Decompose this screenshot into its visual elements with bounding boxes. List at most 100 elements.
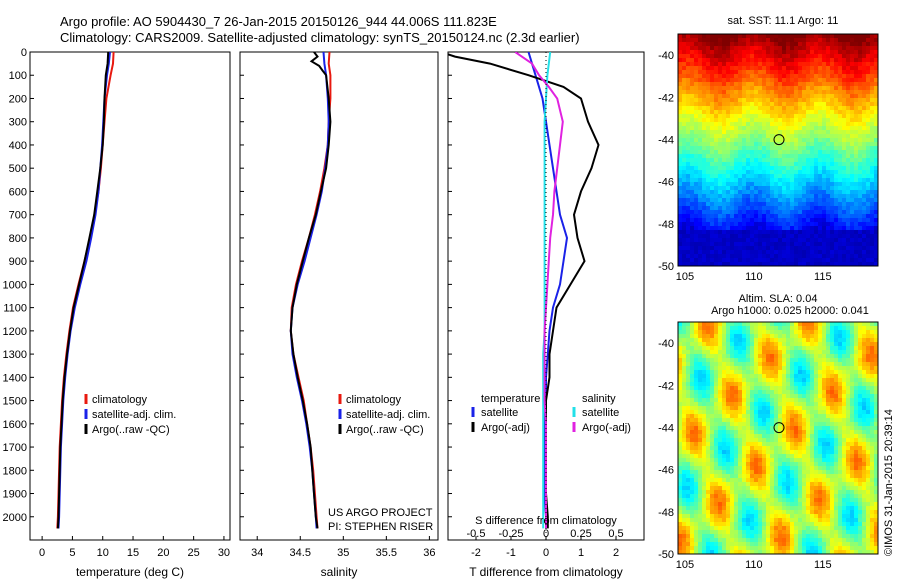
map-cell	[762, 342, 767, 347]
map-cell	[822, 86, 827, 91]
map-cell	[842, 50, 847, 55]
map-cell	[754, 390, 759, 395]
map-cell	[826, 98, 831, 103]
map-cell	[806, 410, 811, 415]
map-cell	[734, 154, 739, 159]
map-cell	[742, 186, 747, 191]
map-cell	[722, 238, 727, 243]
map-cell	[842, 218, 847, 223]
map-cell	[718, 466, 723, 471]
map-cell	[790, 382, 795, 387]
map-cell	[874, 410, 879, 415]
map-cell	[842, 334, 847, 339]
map-cell	[818, 414, 823, 419]
map-cell	[682, 206, 687, 211]
map-cell	[802, 166, 807, 171]
map-cell	[810, 346, 815, 351]
map-cell	[870, 42, 875, 47]
map-cell	[818, 146, 823, 151]
map-cell	[750, 42, 755, 47]
map-cell	[722, 198, 727, 203]
map-cell	[766, 198, 771, 203]
map-cell	[806, 362, 811, 367]
map-cell	[874, 422, 879, 427]
map-cell	[858, 430, 863, 435]
map-cell	[838, 138, 843, 143]
map-cell	[690, 370, 695, 375]
map-cell	[766, 182, 771, 187]
map-cell	[802, 438, 807, 443]
map-cell	[774, 246, 779, 251]
map-cell	[762, 42, 767, 47]
map-cell	[838, 174, 843, 179]
map-cell	[790, 470, 795, 475]
map-cell	[750, 122, 755, 127]
map-cell	[854, 74, 859, 79]
map-cell	[718, 190, 723, 195]
map-cell	[678, 170, 683, 175]
map-cell	[714, 62, 719, 67]
map-cell	[834, 78, 839, 83]
map-cell	[810, 138, 815, 143]
map-cell	[714, 66, 719, 71]
map-cell	[862, 158, 867, 163]
map-cell	[874, 66, 879, 71]
map-cell	[866, 362, 871, 367]
map-cell	[802, 354, 807, 359]
map-cell	[866, 326, 871, 331]
map-cell	[734, 386, 739, 391]
series-argo-raw-qc--line	[289, 52, 332, 529]
map-cell	[858, 74, 863, 79]
map-cell	[706, 182, 711, 187]
map-cell	[726, 414, 731, 419]
map-cell	[694, 66, 699, 71]
map-cell	[710, 142, 715, 147]
map-cell	[794, 390, 799, 395]
map-cell	[814, 470, 819, 475]
map-cell	[734, 462, 739, 467]
map-cell	[846, 342, 851, 347]
map-cell	[798, 226, 803, 231]
map-cell	[798, 114, 803, 119]
map-cell	[854, 214, 859, 219]
map-cell	[834, 410, 839, 415]
map-cell	[862, 170, 867, 175]
map-cell	[866, 50, 871, 55]
map-cell	[850, 458, 855, 463]
map-cell	[830, 390, 835, 395]
map-cell	[790, 190, 795, 195]
map-cell	[786, 122, 791, 127]
map-cell	[754, 382, 759, 387]
map-cell	[686, 66, 691, 71]
map-cell	[734, 174, 739, 179]
map-cell	[734, 466, 739, 471]
map-cell	[690, 346, 695, 351]
map-cell	[830, 338, 835, 343]
map-cell	[730, 390, 735, 395]
map-cell	[702, 258, 707, 263]
map-cell	[746, 182, 751, 187]
map-cell	[710, 422, 715, 427]
map-cell	[826, 470, 831, 475]
map-cell	[810, 158, 815, 163]
map-cell	[766, 166, 771, 171]
map-cell	[690, 386, 695, 391]
map-cell	[854, 186, 859, 191]
map-cell	[750, 426, 755, 431]
map-cell	[810, 454, 815, 459]
map-cell	[798, 170, 803, 175]
map-cell	[766, 418, 771, 423]
map-cell	[822, 374, 827, 379]
map-cell	[746, 430, 751, 435]
map-cell	[710, 346, 715, 351]
map-cell	[790, 426, 795, 431]
map-cell	[846, 334, 851, 339]
map-cell	[874, 442, 879, 447]
map-cell	[694, 102, 699, 107]
map-cell	[774, 174, 779, 179]
map-cell	[742, 242, 747, 247]
map-cell	[866, 258, 871, 263]
map-cell	[686, 234, 691, 239]
map-cell	[742, 438, 747, 443]
map-cell	[794, 354, 799, 359]
